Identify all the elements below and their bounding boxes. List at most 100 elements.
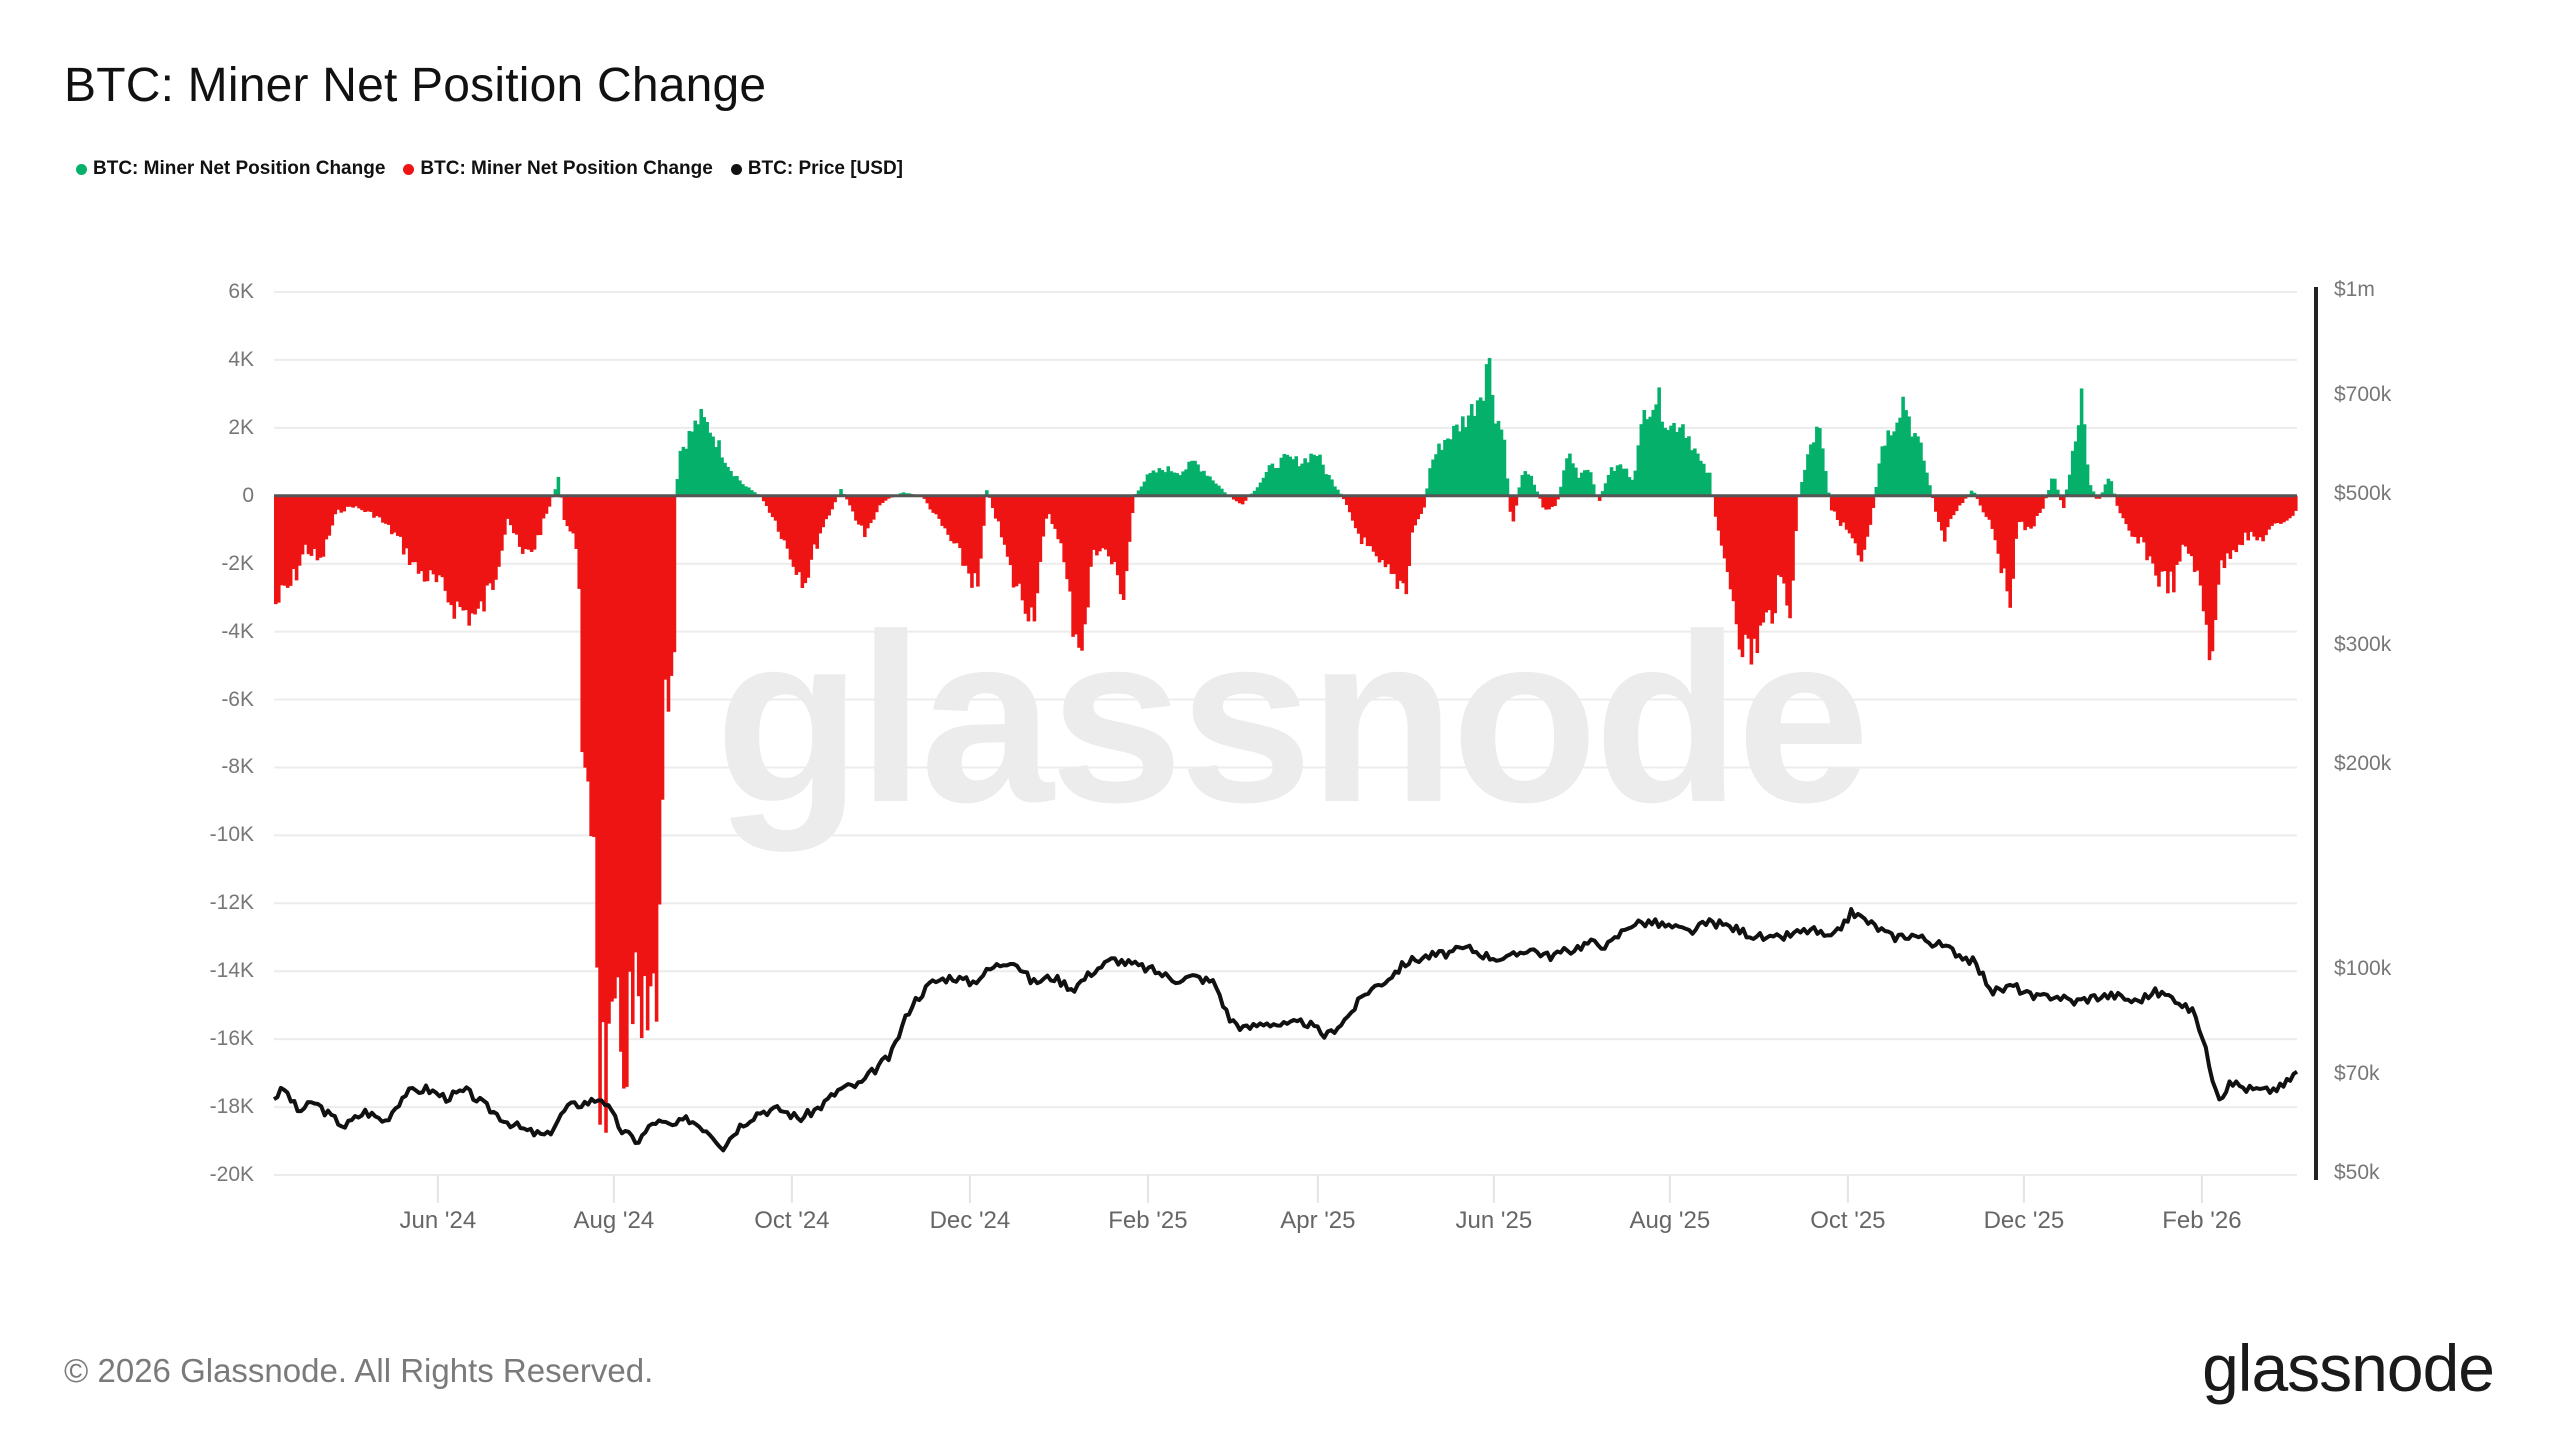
legend-item-negative[interactable]: BTC: Miner Net Position Change — [403, 158, 713, 180]
bar-positive — [1252, 490, 1257, 496]
bar-positive — [556, 476, 561, 496]
bar-positive — [1437, 443, 1441, 496]
bar-negative — [794, 495, 799, 575]
bar-positive — [1922, 460, 1926, 496]
bar-positive — [693, 420, 698, 496]
bar-positive — [1812, 442, 1816, 496]
bar-negative — [1731, 495, 1736, 602]
bar-positive — [1455, 424, 1459, 496]
bar-negative — [648, 495, 653, 987]
bar-positive — [1499, 429, 1504, 496]
bar-negative — [645, 495, 650, 1031]
bar-negative — [2157, 495, 2161, 587]
bar-negative — [639, 495, 644, 1039]
bar-negative — [1237, 495, 1242, 504]
bar-negative — [1032, 495, 1037, 622]
bar-negative — [1752, 495, 1757, 639]
bar-positive — [1559, 486, 1563, 496]
bar-negative — [1865, 495, 1870, 537]
bar-negative — [2267, 495, 2271, 530]
bar-positive — [1520, 475, 1525, 496]
bar-negative — [1743, 495, 1748, 635]
legend-item-price[interactable]: BTC: Price [USD] — [730, 158, 903, 180]
bar-negative — [354, 495, 358, 507]
legend-dot-green-icon — [76, 163, 87, 175]
bar-positive — [1651, 409, 1655, 496]
y-axis-label: -20K — [209, 1163, 254, 1186]
bar-negative — [925, 495, 930, 504]
bar-negative — [485, 495, 489, 586]
bar-positive — [2076, 425, 2081, 496]
bar-negative — [2240, 495, 2245, 546]
bar-negative — [821, 495, 825, 528]
bar-negative — [336, 495, 341, 510]
bar-positive — [1187, 461, 1191, 496]
bar-negative — [452, 495, 457, 619]
bar-negative — [351, 495, 355, 508]
bar-negative — [967, 495, 971, 574]
bar-negative — [1951, 495, 1956, 516]
y-axis-label: 4K — [228, 347, 254, 371]
bar-negative — [2285, 495, 2289, 521]
bar-negative — [1086, 495, 1090, 608]
bar-negative — [410, 495, 415, 563]
bar-negative — [1389, 495, 1394, 574]
bar-positive — [1312, 454, 1316, 496]
bar-positive — [1532, 484, 1536, 496]
bar-positive — [1645, 419, 1650, 496]
bar-negative — [669, 495, 674, 676]
bar-negative — [595, 495, 599, 968]
bar-negative — [1005, 495, 1010, 557]
bar-negative — [1770, 495, 1774, 624]
bar-negative — [1788, 495, 1792, 619]
bar-positive — [1496, 420, 1501, 496]
bar-positive — [1151, 470, 1156, 496]
bar-negative — [2237, 495, 2242, 545]
bar-negative — [2115, 495, 2120, 506]
bar-positive — [553, 489, 558, 496]
bar-negative — [378, 495, 382, 518]
bar-negative — [342, 495, 346, 512]
bar-positive — [750, 490, 754, 496]
bar-positive — [1568, 453, 1572, 496]
bar-negative — [520, 495, 525, 554]
y2-axis-label: $200k — [2334, 752, 2392, 776]
bar-positive — [1678, 427, 1682, 496]
bar-positive — [1818, 427, 1822, 496]
bar-positive — [1826, 492, 1831, 496]
bar-positive — [699, 408, 703, 496]
bar-negative — [785, 495, 790, 549]
bar-negative — [517, 495, 522, 547]
bar-negative — [279, 495, 284, 586]
bar-negative — [577, 495, 582, 589]
bar-positive — [1535, 491, 1539, 496]
bar-negative — [2169, 495, 2173, 572]
bar-negative — [1017, 495, 1022, 584]
bar-positive — [705, 421, 709, 496]
bar-positive — [1669, 425, 1673, 496]
bar-positive — [1276, 467, 1281, 496]
x-axis-label: Dec '25 — [1983, 1207, 2065, 1234]
bar-positive — [1258, 482, 1263, 496]
bar-positive — [1618, 464, 1623, 496]
bar-negative — [857, 495, 861, 525]
bar-negative — [2189, 495, 2194, 557]
bar-positive — [1892, 431, 1896, 496]
bar-positive — [1327, 474, 1331, 496]
bar-negative — [449, 495, 454, 606]
bar-negative — [339, 495, 344, 513]
bar-negative — [1008, 495, 1013, 566]
x-axis-label: Oct '25 — [1810, 1207, 1886, 1234]
bar-negative — [1835, 495, 1840, 520]
bar-positive — [1297, 466, 1301, 496]
bar-negative — [949, 495, 953, 542]
bar-negative — [2246, 495, 2250, 541]
bar-negative — [1942, 495, 1947, 542]
bar-positive — [1321, 464, 1325, 496]
bar-positive — [1583, 470, 1587, 496]
bar-negative — [1121, 495, 1126, 600]
bar-negative — [610, 495, 614, 1002]
bar-negative — [1095, 495, 1099, 556]
legend-item-positive[interactable]: BTC: Miner Net Position Change — [76, 158, 385, 180]
